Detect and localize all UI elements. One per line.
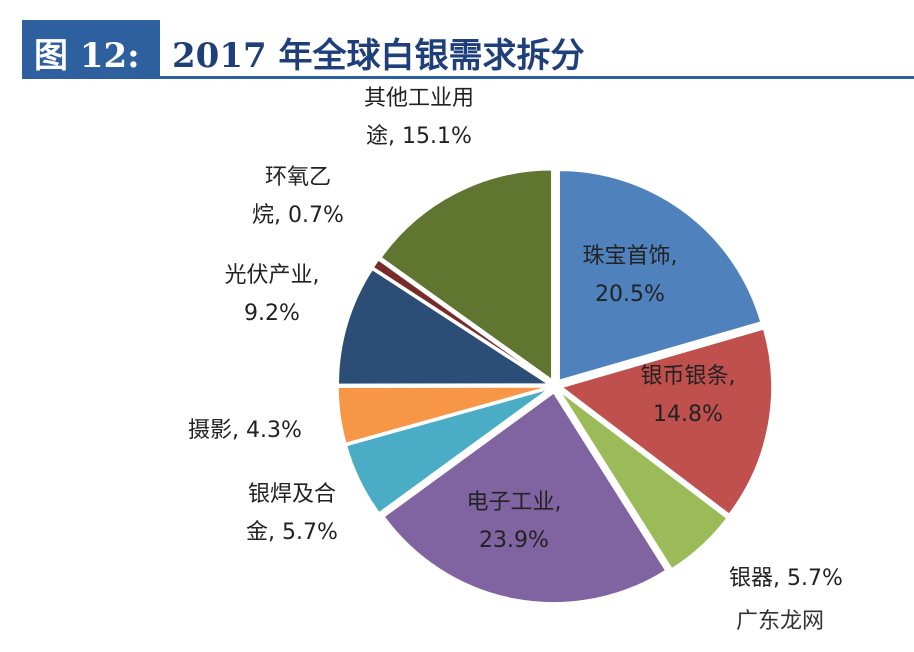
pie-slice — [337, 268, 551, 386]
pie-slice — [560, 328, 773, 516]
pie-slice — [345, 388, 550, 514]
figure-number: 图 12: — [34, 36, 140, 76]
slice-label: 珠宝首饰, 20.5% — [583, 244, 678, 307]
pie-slice — [337, 386, 549, 445]
slice-label: 银币银条, 14.8% — [641, 364, 736, 427]
figure-number-box: 图 12: — [22, 20, 160, 76]
slice-label: 其他工业用途, 15.1% — [364, 86, 474, 149]
figure-header: 图 12: 2017 年全球白银需求拆分 — [22, 20, 914, 80]
slice-label: 光伏产业, 9.2% — [225, 263, 320, 326]
slice-label: 摄影, 4.3% — [188, 418, 302, 443]
watermark: 广东龙网 — [736, 609, 825, 634]
pie-slice — [379, 169, 553, 382]
pie-slice — [383, 391, 667, 604]
slice-label: 银焊及合金, 5.7% — [246, 482, 338, 545]
slice-label: 银器, 5.7% — [729, 566, 843, 591]
pie-slice — [558, 169, 762, 382]
title-underline — [22, 76, 914, 79]
pie-slice — [559, 390, 729, 570]
pie-slice — [372, 258, 550, 383]
slice-label: 电子工业, 23.9% — [467, 490, 562, 553]
chart-title: 2017 年全球白银需求拆分 — [172, 36, 585, 76]
slice-label: 环氧乙烷, 0.7% — [252, 165, 344, 228]
